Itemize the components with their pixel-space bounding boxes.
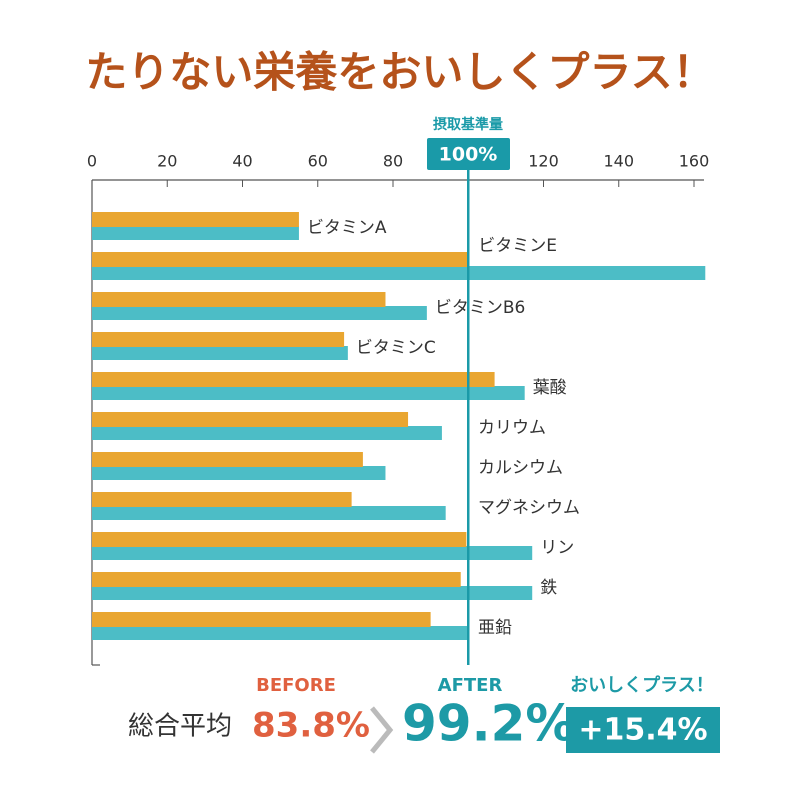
bar — [92, 492, 352, 507]
category-label: ビタミンA — [307, 218, 387, 238]
bar — [92, 266, 706, 280]
plus-value: +15.4% — [578, 713, 707, 748]
bar — [92, 452, 363, 467]
plus-label: おいしくプラス！ — [570, 674, 714, 696]
x-tick-label: 40 — [232, 152, 252, 171]
bar — [92, 212, 299, 227]
after-label: AFTER — [438, 675, 503, 696]
arrow — [370, 706, 394, 754]
after-value: 99.2% — [402, 695, 575, 753]
x-tick-label: 20 — [157, 152, 177, 171]
category-label: ビタミンE — [478, 236, 557, 256]
plus-box — [566, 707, 720, 753]
summary-label: 総合平均 — [128, 712, 232, 742]
bar — [92, 372, 495, 387]
bar — [92, 572, 461, 587]
bar — [92, 332, 345, 347]
reference-box — [427, 138, 510, 170]
category-label: ビタミンC — [356, 338, 436, 358]
bar — [92, 292, 386, 307]
x-tick-label: 0 — [87, 152, 97, 171]
before-label: BEFORE — [256, 675, 336, 696]
category-label: 鉄 — [540, 578, 557, 598]
x-tick-label: 120 — [528, 152, 559, 171]
bar — [92, 626, 469, 640]
before-value: 83.8% — [252, 706, 370, 746]
x-tick-label: 60 — [308, 152, 328, 171]
x-tick-label: 80 — [383, 152, 403, 171]
bar — [92, 586, 533, 600]
bar — [92, 412, 409, 427]
category-label: マグネシウム — [478, 498, 580, 518]
bar — [92, 386, 525, 400]
bar — [92, 252, 469, 267]
category-label: ビタミンB6 — [435, 298, 525, 318]
bar — [92, 612, 431, 627]
category-label: 亜鉛 — [478, 618, 512, 638]
chart-title: たりない栄養をおいしくプラス！ — [85, 48, 714, 97]
bar — [92, 466, 386, 480]
bar — [92, 306, 427, 320]
bar — [92, 506, 446, 520]
reference-label: 100% — [439, 144, 498, 166]
x-tick-label: 140 — [603, 152, 634, 171]
bar — [92, 546, 533, 560]
bar — [92, 426, 442, 440]
x-tick-label: 160 — [679, 152, 710, 171]
category-label: カリウム — [478, 418, 546, 438]
bar — [92, 226, 299, 240]
category-label: カルシウム — [478, 458, 563, 478]
bar — [92, 346, 348, 360]
reference-title: 摂取基準量 — [433, 116, 503, 133]
category-label: リン — [540, 538, 574, 558]
bar — [92, 532, 467, 547]
category-label: 葉酸 — [533, 378, 567, 398]
